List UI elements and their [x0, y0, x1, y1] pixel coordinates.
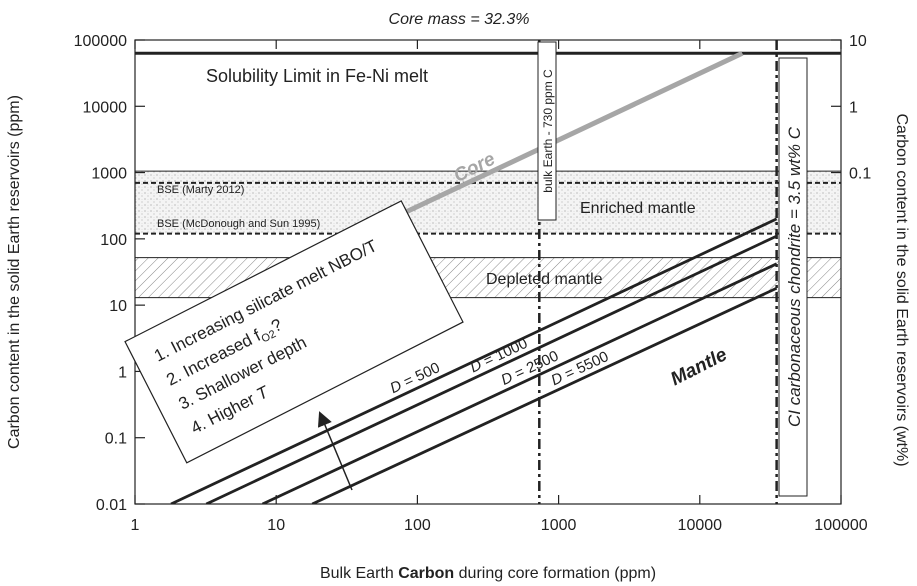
svg-text:CI carbonaceous chondrite = 3.: CI carbonaceous chondrite = 3.5 wt% C	[785, 126, 804, 427]
d-label-500: D = 500	[387, 359, 442, 397]
ci-chondrite-label-box: CI carbonaceous chondrite = 3.5 wt% C	[778, 57, 808, 497]
mantle-line-d2500	[261, 262, 778, 504]
plot-frame	[134, 39, 842, 505]
mantle-label: Mantle	[667, 344, 731, 390]
y-tick-label: 10000	[83, 99, 128, 116]
bse-mcdonough-label: BSE (McDonough and Sun 1995)	[157, 218, 320, 230]
bse-marty-label: BSE (Marty 2012)	[157, 184, 244, 196]
y-axis-label-left: Carbon content in the solid Earth reserv…	[6, 95, 23, 449]
y-tick-label: 100000	[74, 33, 127, 50]
y-tick-right-label: 0.1	[849, 166, 871, 183]
x-tick-label: 100000	[814, 517, 867, 534]
mantle-line-d1000	[205, 234, 778, 504]
enriched-mantle-band	[135, 171, 841, 234]
trend-arrow	[317, 411, 353, 491]
y-tick-right-label: 10	[849, 33, 867, 50]
solubility-limit-label: Solubility Limit in Fe-Ni melt	[206, 66, 428, 86]
x-tick-label: 100	[404, 517, 431, 534]
y-tick-label: 10	[109, 298, 127, 315]
y-tick-label: 1000	[91, 166, 127, 183]
y-tick-label: 100	[100, 232, 127, 249]
chart-title: Core mass = 32.3%	[389, 11, 530, 28]
bulk-earth-label-box: bulk Earth - 730 ppm C	[537, 41, 557, 221]
x-tick-label: 10000	[678, 517, 723, 534]
x-tick-label: 10	[267, 517, 285, 534]
y-tick-label: 1	[118, 364, 127, 381]
y-tick-right-label: 1	[849, 99, 858, 116]
y-axis-label-right: Carbon content in the solid Earth reserv…	[893, 113, 910, 466]
x-tick-label: 1	[131, 517, 140, 534]
x-tick-label: 1000	[541, 517, 577, 534]
x-axis-label: Bulk Earth Carbon during core formation …	[320, 565, 656, 582]
y-tick-label: 0.01	[96, 497, 127, 514]
trend-box: 1. Increasing silicate melt NBO/T 2. Inc…	[124, 200, 464, 464]
depleted-mantle-label: Depleted mantle	[486, 271, 603, 288]
enriched-mantle-label: Enriched mantle	[580, 200, 696, 217]
y-tick-label: 0.1	[105, 431, 127, 448]
mantle-line-d500	[170, 217, 778, 504]
mantle-line-d5500	[311, 286, 778, 504]
svg-text:bulk Earth - 730 ppm C: bulk Earth - 730 ppm C	[541, 69, 555, 193]
